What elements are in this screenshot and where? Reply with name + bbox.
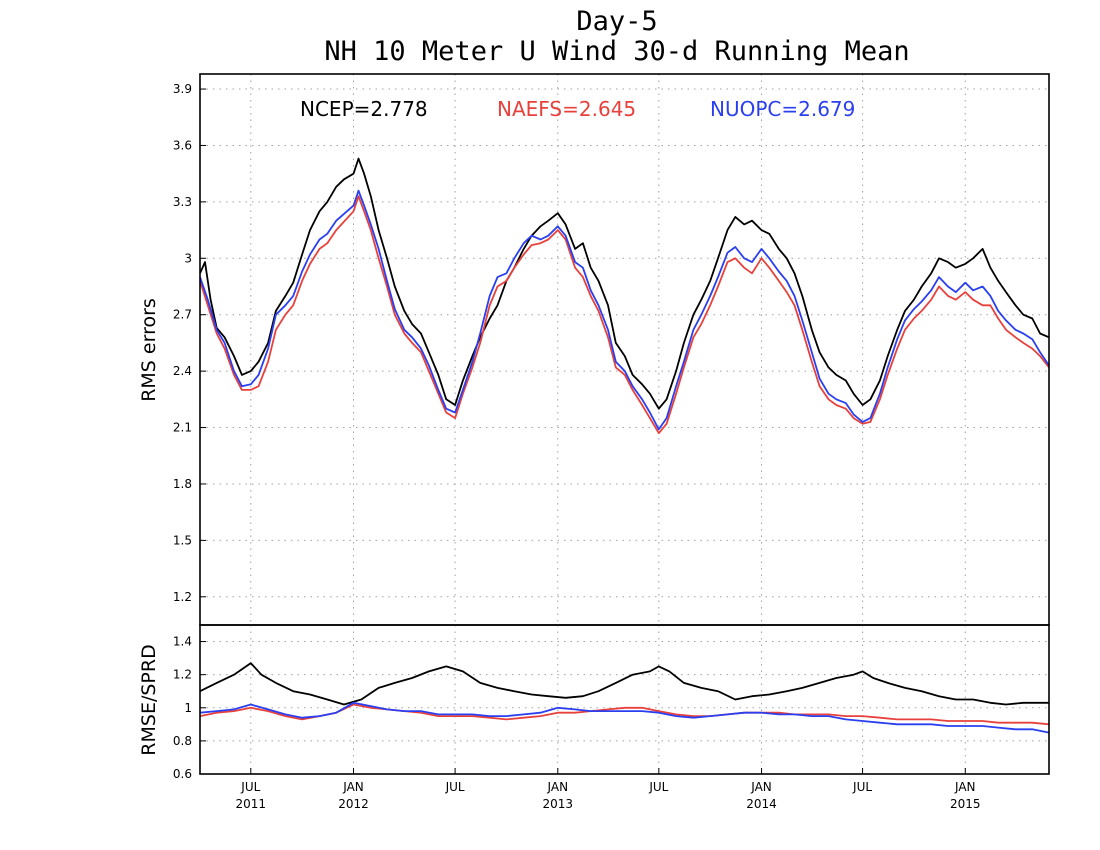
chart-title: Day-5 bbox=[576, 6, 657, 37]
ratio-y-tick-label: 0.6 bbox=[173, 767, 192, 781]
x-tick-year: 2013 bbox=[543, 797, 574, 811]
rms-y-tick-label: 3 bbox=[184, 251, 192, 265]
ratio-y-tick-label: 1 bbox=[184, 701, 192, 715]
rms-series-ncep bbox=[199, 157, 1050, 410]
x-ticks: JUL 2011 JAN 2012 JUL JAN 2013 JUL JAN 2014 JUL JAN… bbox=[236, 768, 981, 811]
rms-y-tick-label: 3.3 bbox=[173, 195, 192, 209]
x-tick-year: 2014 bbox=[746, 797, 777, 811]
rms-series-nuopc bbox=[199, 189, 1050, 431]
rmse-sprd-panel: 0.6 0.8 1 1.2 1.4 RMSE/SPRD bbox=[138, 624, 1050, 781]
ratio-grid bbox=[200, 625, 1049, 774]
rms-y-tick-label: 2.7 bbox=[173, 308, 192, 322]
ratio-series bbox=[199, 662, 1050, 734]
x-tick-label: JUL bbox=[852, 780, 872, 794]
legend-naefs: NAEFS=2.645 bbox=[497, 97, 636, 121]
rms-series-naefs bbox=[199, 195, 1050, 435]
rms-y-tick-label: 2.4 bbox=[173, 364, 192, 378]
legend-ncep: NCEP=2.778 bbox=[300, 97, 428, 121]
ratio-y-tick-label: 1.4 bbox=[173, 635, 192, 649]
x-tick-year: 2012 bbox=[338, 797, 369, 811]
ratio-y-axis-label: RMSE/SPRD bbox=[138, 644, 160, 755]
rms-series bbox=[199, 157, 1050, 435]
ratio-y-ticks: 0.6 0.8 1 1.2 1.4 bbox=[173, 635, 206, 781]
rms-grid bbox=[200, 74, 1049, 625]
ratio-y-tick-label: 0.8 bbox=[173, 734, 192, 748]
rms-y-ticks: 1.2 1.5 1.8 2.1 2.4 2.7 3 3.3 3.6 3.9 bbox=[173, 82, 206, 604]
ratio-panel-frame bbox=[199, 624, 1050, 775]
ratio-series-ncep bbox=[199, 662, 1049, 706]
legend-nuopc: NUOPC=2.679 bbox=[710, 97, 855, 121]
rms-y-tick-label: 1.2 bbox=[173, 590, 192, 604]
rms-y-tick-label: 3.9 bbox=[173, 82, 192, 96]
chart-subtitle: NH 10 Meter U Wind 30-d Running Mean bbox=[324, 36, 909, 67]
x-tick-year: 2015 bbox=[950, 797, 981, 811]
x-tick-label: JAN bbox=[342, 780, 364, 794]
x-tick-label: JAN bbox=[954, 780, 976, 794]
x-tick-label: JUL bbox=[445, 780, 465, 794]
rms-y-tick-label: 1.5 bbox=[173, 533, 192, 547]
x-tick-label: JUL bbox=[648, 780, 668, 794]
rms-y-tick-label: 2.1 bbox=[173, 421, 192, 435]
rms-y-axis-label: RMS errors bbox=[138, 298, 160, 402]
ratio-series-nuopc bbox=[199, 701, 1050, 734]
x-tick-label: JAN bbox=[750, 780, 772, 794]
x-tick-year: 2011 bbox=[236, 797, 267, 811]
rms-y-tick-label: 1.8 bbox=[173, 477, 192, 491]
x-tick-label: JAN bbox=[547, 780, 569, 794]
ratio-y-tick-label: 1.2 bbox=[173, 668, 192, 682]
rms-errors-panel: 1.21.51.82.12.42.733.33.63.9 RMS errors … bbox=[138, 73, 1050, 626]
x-tick-label: JUL bbox=[240, 780, 260, 794]
rms-panel-frame bbox=[199, 73, 1050, 626]
rms-y-tick-label: 3.6 bbox=[173, 138, 192, 152]
legend: NCEP=2.778 NAEFS=2.645 NUOPC=2.679 bbox=[300, 97, 855, 121]
